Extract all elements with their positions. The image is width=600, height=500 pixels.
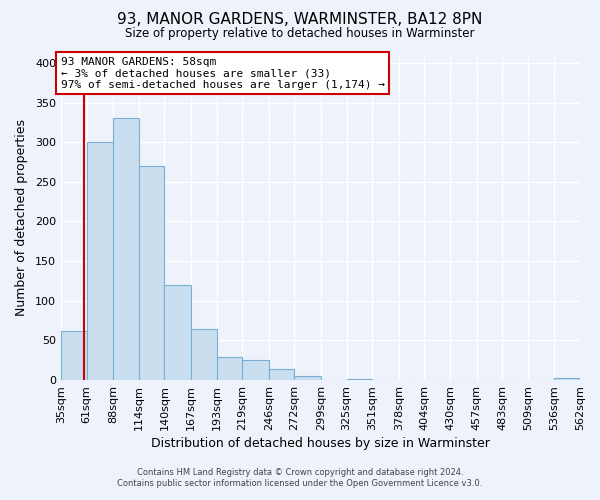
Bar	[295, 376, 321, 380]
Bar	[139, 166, 164, 380]
Bar	[217, 357, 242, 380]
Bar	[191, 328, 217, 380]
Bar	[242, 360, 269, 380]
Bar	[86, 142, 113, 380]
Bar	[113, 118, 139, 380]
Bar	[269, 369, 295, 380]
Bar	[61, 331, 86, 380]
Text: 93 MANOR GARDENS: 58sqm
← 3% of detached houses are smaller (33)
97% of semi-det: 93 MANOR GARDENS: 58sqm ← 3% of detached…	[61, 56, 385, 90]
Bar	[554, 378, 580, 380]
Bar	[164, 285, 191, 380]
Text: Size of property relative to detached houses in Warminster: Size of property relative to detached ho…	[125, 28, 475, 40]
Text: Contains HM Land Registry data © Crown copyright and database right 2024.
Contai: Contains HM Land Registry data © Crown c…	[118, 468, 482, 487]
Y-axis label: Number of detached properties: Number of detached properties	[15, 119, 28, 316]
Text: 93, MANOR GARDENS, WARMINSTER, BA12 8PN: 93, MANOR GARDENS, WARMINSTER, BA12 8PN	[118, 12, 482, 28]
X-axis label: Distribution of detached houses by size in Warminster: Distribution of detached houses by size …	[151, 437, 490, 450]
